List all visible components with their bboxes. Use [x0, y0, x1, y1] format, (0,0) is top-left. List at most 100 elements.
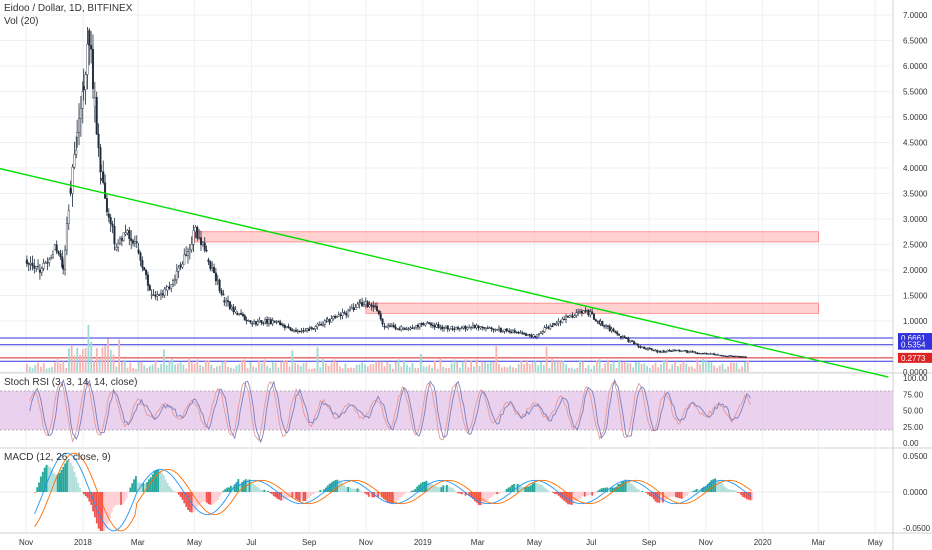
candle-body — [76, 132, 79, 138]
volume-bar — [414, 368, 417, 372]
macd-histogram-bar — [120, 492, 122, 505]
candle-body — [424, 323, 427, 326]
volume-bar — [288, 366, 291, 372]
macd-histogram-bar — [587, 492, 590, 496]
macd-histogram-bar — [462, 492, 465, 495]
macd-histogram-bar — [483, 492, 486, 504]
candle-body — [166, 286, 169, 291]
volume-bar — [682, 361, 685, 372]
candle-body — [321, 324, 324, 326]
macd-histogram-bar — [498, 492, 500, 494]
macd-histogram-bar — [311, 492, 314, 495]
volume-bar — [148, 365, 151, 372]
volume-bar — [216, 366, 218, 372]
volume-bar — [196, 359, 199, 372]
volume-bar — [662, 359, 665, 372]
candle-body — [684, 350, 687, 352]
candle-body — [477, 325, 480, 329]
macd-histogram-bar — [157, 469, 160, 492]
x-tick-label: 2019 — [414, 538, 432, 547]
volume-bar — [269, 367, 271, 372]
volume-bar — [693, 368, 696, 372]
macd-histogram-bar — [505, 489, 508, 492]
x-tick-label: May — [187, 538, 202, 547]
y-tick-label: 1.5000 — [903, 292, 928, 301]
trendline — [0, 167, 889, 378]
volume-bar — [224, 359, 227, 372]
macd-histogram-bar — [293, 492, 296, 498]
volume-bar — [609, 363, 612, 372]
volume-bar — [70, 346, 73, 372]
candle-body — [158, 294, 161, 296]
y-tick-label: 1.0000 — [903, 317, 928, 326]
volume-bar — [369, 364, 372, 372]
macd-histogram-bar — [369, 492, 372, 497]
candle-body — [415, 324, 418, 328]
macd-histogram-bar — [99, 492, 102, 531]
macd-histogram-bar — [419, 483, 422, 492]
macd-histogram-bar — [660, 492, 663, 503]
candle-body — [364, 301, 367, 306]
macd-histogram-bar — [351, 488, 353, 492]
candle-body — [448, 328, 451, 330]
volume-bar — [62, 361, 65, 372]
volume-bar — [366, 366, 369, 372]
candle-body — [139, 252, 142, 261]
candle-body — [352, 307, 355, 310]
volume-bar — [51, 367, 54, 372]
volume-bar — [579, 359, 581, 372]
volume-bar — [534, 361, 537, 372]
candle-body — [118, 238, 121, 244]
candle-body — [258, 320, 261, 322]
macd-histogram-bar — [390, 492, 392, 504]
volume-bar — [372, 364, 375, 372]
candle-body — [145, 270, 148, 276]
macd-histogram-bar — [263, 489, 266, 492]
candle-body — [503, 328, 506, 332]
candle-body — [643, 346, 646, 349]
candle-body — [591, 311, 594, 315]
candle-body — [82, 86, 85, 91]
macd-histogram-bar — [418, 484, 420, 492]
macd-histogram-bar — [552, 492, 554, 493]
volume-bar — [190, 362, 193, 372]
candle-body — [275, 321, 278, 323]
macd-histogram-bar — [412, 490, 415, 492]
macd-histogram-bar — [162, 475, 165, 492]
volume-bar — [657, 367, 660, 372]
candle-body — [524, 333, 527, 336]
volume-bar — [746, 360, 749, 372]
volume-bar — [512, 367, 514, 372]
macd-histogram-bar — [725, 487, 728, 492]
macd-histogram-bar — [395, 492, 398, 502]
x-tick-label: 2020 — [754, 538, 772, 547]
macd-histogram-bar — [526, 486, 528, 492]
candle-body — [50, 257, 53, 260]
macd-histogram-bar — [639, 491, 642, 492]
candle-body — [670, 350, 673, 352]
candle-body — [220, 290, 223, 295]
volume-bar — [679, 364, 682, 372]
candle-body — [555, 323, 558, 326]
macd-histogram-bar — [507, 487, 510, 492]
macd-histogram-bar — [721, 483, 724, 492]
y-tick-label: 6.5000 — [903, 37, 928, 46]
candle-body — [216, 279, 219, 282]
y-tick-label: 7.0000 — [903, 11, 928, 20]
macd-histogram-bar — [662, 492, 664, 503]
volume-bar — [40, 366, 42, 372]
candle-body — [173, 279, 176, 281]
volume-bar — [671, 364, 674, 372]
candle-body — [453, 328, 456, 330]
macd-histogram-bar — [151, 474, 154, 492]
volume-bar — [699, 364, 702, 372]
candle-body — [366, 301, 369, 307]
candle-body — [641, 346, 644, 348]
volume-bar — [741, 366, 744, 372]
volume-bar — [160, 364, 162, 372]
macd-histogram-bar — [542, 486, 545, 492]
volume-bar — [146, 368, 148, 372]
candle-body — [594, 319, 597, 322]
price-label-badge — [898, 333, 932, 344]
